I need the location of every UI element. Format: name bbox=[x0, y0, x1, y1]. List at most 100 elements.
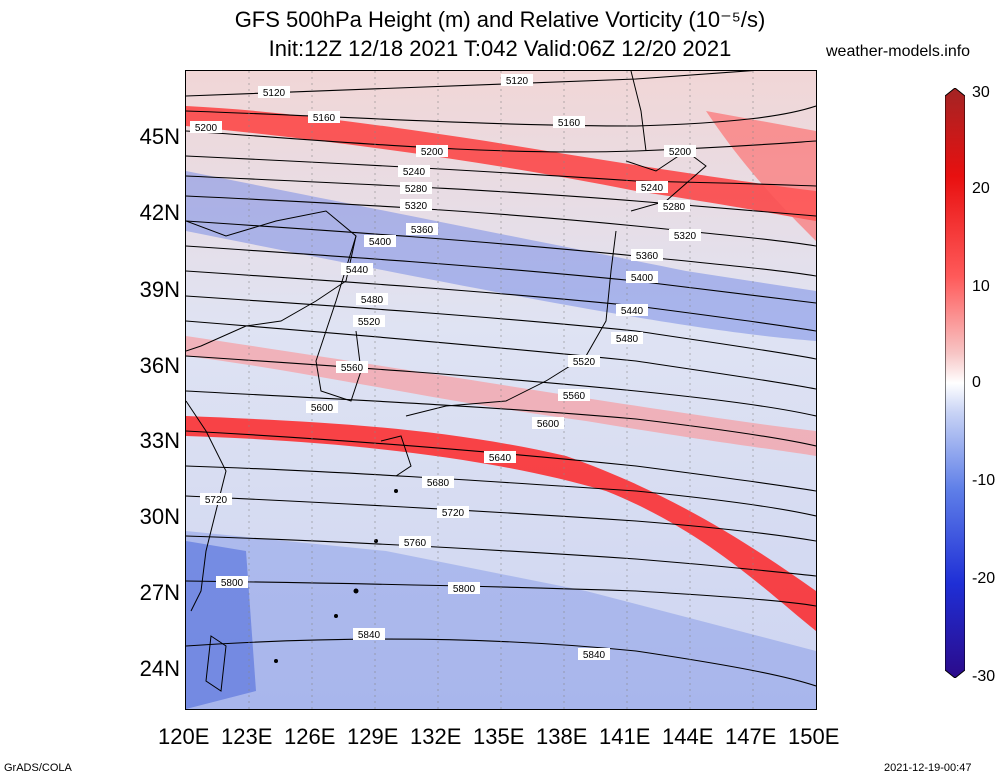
contour-label: 5800 bbox=[448, 582, 480, 595]
svg-text:5840: 5840 bbox=[358, 630, 381, 641]
lon-label: 132E bbox=[410, 724, 462, 749]
chart-title: GFS 500hPa Height (m) and Relative Vorti… bbox=[234, 7, 766, 32]
contour-label: 5480 bbox=[611, 332, 643, 345]
contour-label: 5600 bbox=[532, 417, 564, 430]
contour-line bbox=[186, 390, 816, 447]
contour-label: 5280 bbox=[658, 200, 690, 213]
lat-label: 36N bbox=[139, 353, 180, 378]
contour-label: 5160 bbox=[308, 111, 340, 124]
svg-text:5800: 5800 bbox=[221, 578, 244, 589]
lon-label: 141E bbox=[599, 724, 651, 749]
contour-line bbox=[186, 355, 816, 417]
contour-label: 5160 bbox=[553, 116, 585, 129]
contour-label: 5400 bbox=[626, 271, 658, 284]
ryukyu-island bbox=[394, 489, 398, 493]
colorbar-fill bbox=[945, 88, 965, 678]
svg-text:5120: 5120 bbox=[263, 88, 286, 99]
contour-label: 5320 bbox=[400, 199, 432, 212]
lat-label: 45N bbox=[139, 124, 180, 149]
svg-text:5280: 5280 bbox=[663, 202, 686, 213]
lon-label: 150E bbox=[788, 724, 840, 749]
map-plot: 5120 5120 5160 5160 5200 5200 5200 5240 … bbox=[185, 70, 817, 710]
svg-text:5440: 5440 bbox=[346, 265, 369, 276]
colorbar-tick: -10 bbox=[972, 472, 996, 489]
svg-text:5640: 5640 bbox=[489, 453, 512, 464]
svg-text:5760: 5760 bbox=[404, 538, 427, 549]
svg-text:5600: 5600 bbox=[311, 403, 334, 414]
contour-line bbox=[186, 270, 816, 332]
coastline-mainland bbox=[186, 210, 357, 352]
contour-line bbox=[186, 638, 816, 687]
coastline-taiwan bbox=[205, 635, 227, 692]
contour-line bbox=[186, 465, 816, 517]
lon-label: 129E bbox=[347, 724, 399, 749]
contour-label: 5400 bbox=[364, 235, 396, 248]
contour-label: 5720 bbox=[200, 493, 232, 506]
footer-software: GrADS/COLA bbox=[4, 762, 72, 774]
svg-text:5120: 5120 bbox=[506, 76, 529, 87]
contour-label: 5520 bbox=[353, 315, 385, 328]
vorticity-blob-sw bbox=[186, 541, 256, 709]
contour-label: 5360 bbox=[631, 249, 663, 262]
coastline-korea bbox=[315, 235, 362, 402]
contour-line bbox=[186, 320, 816, 390]
lon-label: 138E bbox=[536, 724, 588, 749]
svg-text:5160: 5160 bbox=[558, 118, 581, 129]
contour-line bbox=[186, 130, 816, 153]
svg-text:5240: 5240 bbox=[641, 183, 664, 194]
contour-label: 5240 bbox=[398, 165, 430, 178]
svg-text:5480: 5480 bbox=[361, 295, 384, 306]
contour-label: 5440 bbox=[341, 263, 373, 276]
contour-label: 5280 bbox=[400, 182, 432, 195]
lat-label: 39N bbox=[139, 277, 180, 302]
lat-label: 24N bbox=[139, 656, 180, 681]
contour-line bbox=[186, 175, 816, 217]
contour-label: 5200 bbox=[190, 121, 222, 134]
contour-label: 5360 bbox=[406, 223, 438, 236]
ryukyu-island bbox=[353, 588, 359, 594]
colorbar bbox=[945, 88, 965, 678]
contour-label: 5120 bbox=[258, 86, 290, 99]
lat-label: 27N bbox=[139, 580, 180, 605]
contour-label: 5520 bbox=[568, 355, 600, 368]
chart-subtitle: Init:12Z 12/18 2021 T:042 Valid:06Z 12/2… bbox=[268, 36, 732, 61]
colorbar-tick: 20 bbox=[972, 180, 990, 197]
svg-text:5680: 5680 bbox=[427, 478, 450, 489]
svg-text:5200: 5200 bbox=[421, 147, 444, 158]
map-layers: 5120 5120 5160 5160 5200 5200 5200 5240 … bbox=[186, 71, 816, 709]
colorbar-tick: -20 bbox=[972, 570, 996, 587]
svg-text:5440: 5440 bbox=[621, 306, 644, 317]
svg-text:5320: 5320 bbox=[674, 231, 697, 242]
svg-text:5240: 5240 bbox=[403, 167, 426, 178]
site-credit: weather-models.info bbox=[826, 43, 971, 60]
lon-label: 147E bbox=[725, 724, 777, 749]
contour-label: 5840 bbox=[353, 628, 385, 641]
svg-text:5720: 5720 bbox=[442, 508, 465, 519]
svg-text:5280: 5280 bbox=[405, 184, 428, 195]
svg-text:5480: 5480 bbox=[616, 334, 639, 345]
contour-line bbox=[186, 535, 816, 577]
coastline-sakhalin bbox=[630, 71, 647, 152]
contour-label: 5480 bbox=[356, 293, 388, 306]
colorbar-tick: 30 bbox=[972, 84, 990, 101]
contour-line bbox=[186, 155, 816, 187]
coastline-china-south bbox=[186, 400, 227, 612]
lat-label: 33N bbox=[139, 428, 180, 453]
contour-label: 5760 bbox=[399, 536, 431, 549]
colorbar-tick: 10 bbox=[972, 278, 990, 295]
lon-label: 135E bbox=[473, 724, 525, 749]
svg-text:5560: 5560 bbox=[563, 391, 586, 402]
contour-line bbox=[186, 245, 816, 304]
svg-text:5720: 5720 bbox=[205, 495, 228, 506]
colorbar-tick: 0 bbox=[972, 374, 981, 391]
contour-label: 5200 bbox=[416, 145, 448, 158]
lat-label: 42N bbox=[139, 200, 180, 225]
contour-label: 5240 bbox=[636, 181, 668, 194]
contour-line bbox=[186, 430, 816, 492]
contour-label: 5680 bbox=[422, 476, 454, 489]
contour-line bbox=[186, 495, 816, 542]
coastline-honshu bbox=[405, 230, 617, 417]
contour-label: 5600 bbox=[306, 401, 338, 414]
svg-text:5520: 5520 bbox=[358, 317, 381, 328]
contour-label: 5560 bbox=[558, 389, 590, 402]
